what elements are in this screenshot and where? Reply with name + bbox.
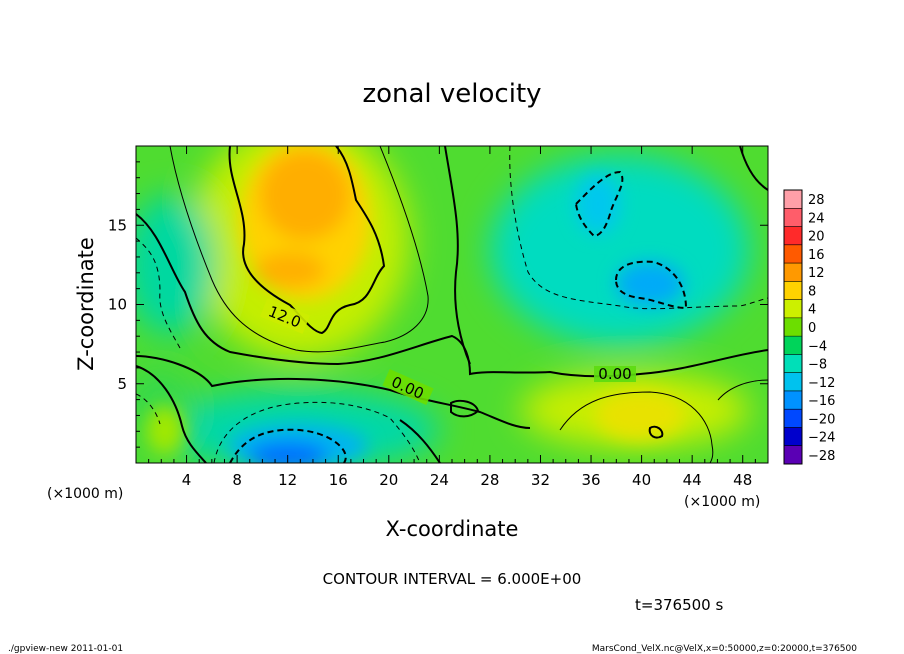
colorbar-label: −12 bbox=[808, 376, 835, 391]
colorbar-segment bbox=[784, 244, 802, 264]
time-label: t=376500 s bbox=[635, 596, 723, 614]
colorbar-segment bbox=[784, 354, 802, 374]
colorbar-label: −16 bbox=[808, 394, 835, 409]
contour-6 bbox=[169, 146, 429, 353]
colorbar-segment bbox=[784, 190, 802, 209]
contour-neg6-left bbox=[136, 237, 181, 349]
colorbar-segment bbox=[784, 427, 802, 447]
y-tick-label: 10 bbox=[108, 296, 127, 314]
colorbar-label: 0 bbox=[808, 321, 816, 336]
contour-neg6-top bbox=[509, 146, 768, 310]
colorbar-segment bbox=[784, 409, 802, 428]
x-tick-label: 44 bbox=[683, 471, 702, 489]
y-axis: 5 10 15 bbox=[108, 161, 768, 448]
contour-0-spot bbox=[648, 425, 664, 439]
colorbar-label: −8 bbox=[808, 358, 827, 373]
contour-neg12-a bbox=[574, 170, 624, 238]
contour-interval: CONTOUR INTERVAL = 6.000E+00 bbox=[323, 570, 582, 588]
contour-label-0-b: 0.00 bbox=[598, 365, 631, 383]
x-tick-label: 24 bbox=[430, 471, 449, 489]
colorbar-label: −28 bbox=[808, 449, 835, 464]
x-axis: 4 8 12 16 20 24 28 32 36 40 44 48 bbox=[148, 146, 756, 489]
contour-0-upper bbox=[444, 146, 471, 365]
contour-0-bottom bbox=[399, 419, 441, 463]
contour-0-lower bbox=[136, 355, 531, 429]
x-tick-label: 36 bbox=[581, 471, 600, 489]
contour-neg6-cell bbox=[136, 393, 161, 425]
colorbar-label: 16 bbox=[808, 248, 825, 263]
x-tick-label: 48 bbox=[733, 471, 752, 489]
colorbar-label: −4 bbox=[808, 339, 827, 354]
colorbar-label: 20 bbox=[808, 230, 825, 245]
chart-title: zonal velocity bbox=[362, 79, 541, 109]
colorbar-segment bbox=[784, 372, 802, 392]
contour-neg12-b bbox=[614, 260, 688, 310]
contour-0-right bbox=[739, 146, 768, 191]
x-tick-label: 8 bbox=[232, 471, 242, 489]
x-tick-label: 32 bbox=[531, 471, 550, 489]
colorbar-label: 8 bbox=[808, 284, 816, 299]
contour-6-bottom-right bbox=[559, 391, 714, 463]
colorbar-segment bbox=[784, 281, 802, 300]
contour-0-bottom-left bbox=[136, 365, 207, 463]
x-tick-label: 12 bbox=[278, 471, 297, 489]
colorbar-segment bbox=[784, 336, 802, 355]
colorbar-label: 12 bbox=[808, 266, 825, 281]
colorbar-segment bbox=[784, 226, 802, 246]
x-unit-right: (×1000 m) bbox=[684, 494, 760, 510]
colorbar: 28 24 20 16 12 8 4 0 −4 −8 −12 −16 −20 −24 −28 bbox=[783, 189, 835, 465]
x-axis-label: X-coordinate bbox=[386, 517, 519, 541]
colorbar-segment bbox=[784, 263, 802, 282]
x-tick-label: 4 bbox=[182, 471, 192, 489]
contour-12 bbox=[228, 146, 386, 335]
colorbar-segment bbox=[784, 390, 802, 410]
contour-0-small bbox=[450, 399, 480, 418]
colorbar-label: 4 bbox=[808, 303, 816, 318]
contour-6-right bbox=[717, 379, 768, 401]
x-tick-label: 28 bbox=[480, 471, 499, 489]
contour-neg6-bottom bbox=[213, 401, 421, 463]
colorbar-segment bbox=[784, 445, 802, 465]
colorbar-segment bbox=[784, 299, 802, 319]
colorbar-label: 28 bbox=[808, 193, 825, 208]
colorbar-segment bbox=[784, 317, 802, 337]
x-tick-label: 16 bbox=[329, 471, 348, 489]
footer-right: MarsCond_VelX.nc@VelX,x=0:50000,z=0:2000… bbox=[592, 644, 857, 654]
colorbar-frame bbox=[783, 189, 803, 465]
colorbar-segment bbox=[784, 208, 802, 227]
y-tick-label: 5 bbox=[117, 375, 127, 393]
colorbar-label: −24 bbox=[808, 431, 835, 446]
colorbar-label: 24 bbox=[808, 211, 825, 226]
x-tick-label: 40 bbox=[632, 471, 651, 489]
colorbar-label: −20 bbox=[808, 412, 835, 427]
x-unit-left: (×1000 m) bbox=[47, 486, 123, 502]
y-tick-label: 15 bbox=[108, 216, 127, 234]
footer-left: ./gpview-new 2011-01-01 bbox=[8, 644, 123, 654]
x-tick-label: 20 bbox=[379, 471, 398, 489]
y-axis-label: Z-coordinate bbox=[74, 237, 98, 371]
plot-area: 12.0 0.00 0.00 bbox=[136, 146, 768, 463]
